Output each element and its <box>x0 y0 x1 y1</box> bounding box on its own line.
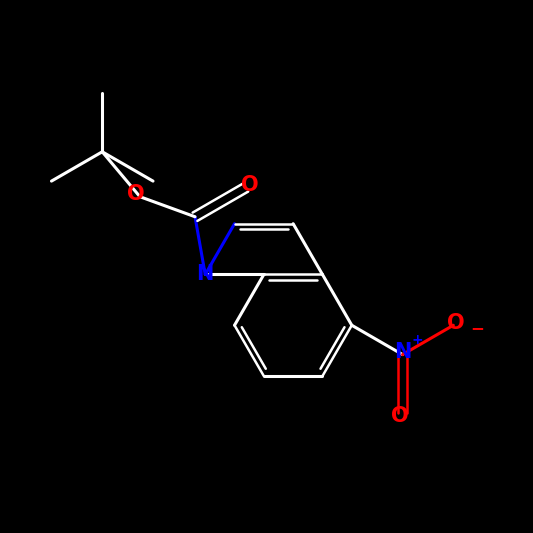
Text: N: N <box>197 264 214 285</box>
Text: O: O <box>391 406 409 426</box>
Text: O: O <box>127 184 144 204</box>
Text: +: + <box>411 333 423 346</box>
Text: N: N <box>394 342 411 362</box>
Text: O: O <box>241 175 259 195</box>
Text: −: − <box>471 319 484 337</box>
Text: O: O <box>447 313 465 333</box>
